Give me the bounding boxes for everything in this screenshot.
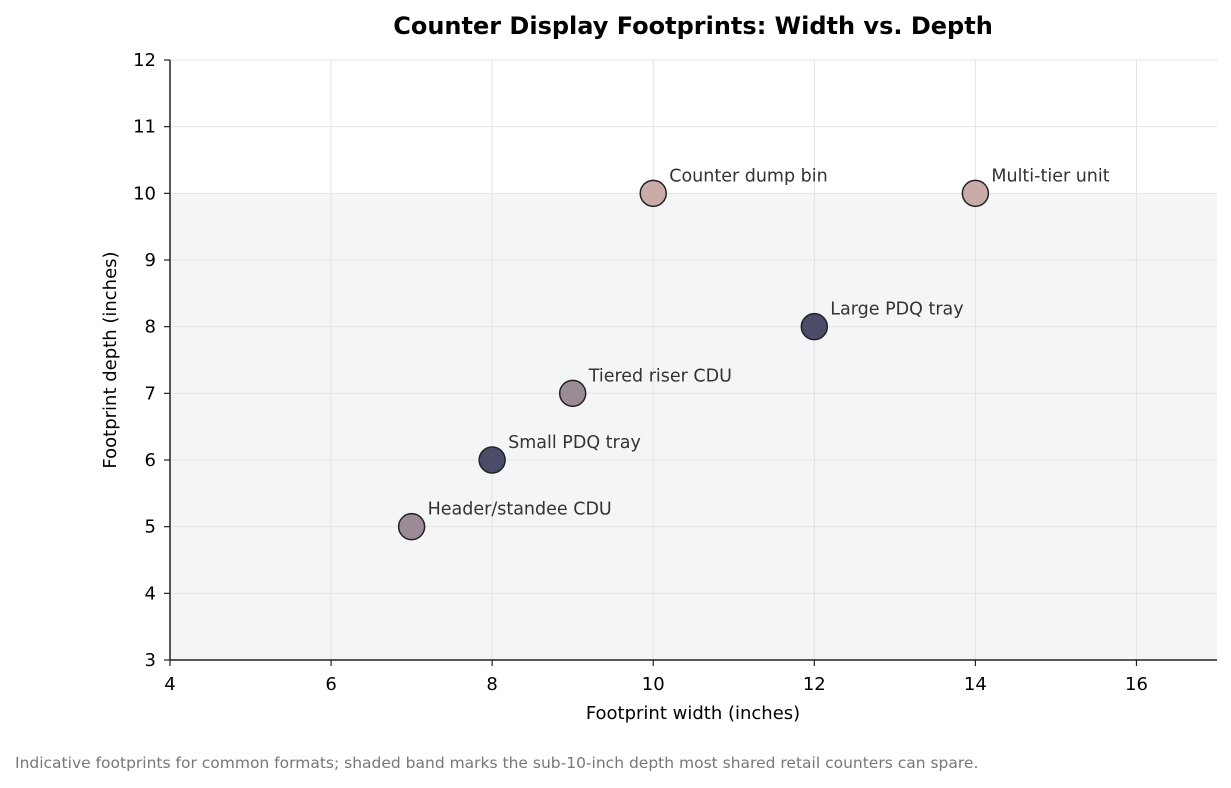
- y-tick-label: 6: [145, 450, 156, 471]
- data-point: [961, 179, 990, 208]
- x-tick-label: 6: [325, 674, 336, 695]
- grid: [169, 59, 1217, 661]
- data-point: [397, 512, 426, 541]
- data-point-label: Small PDQ tray: [508, 433, 641, 453]
- shaded-depth-band: [170, 193, 1217, 661]
- data-point-label: Large PDQ tray: [830, 300, 963, 320]
- y-tick-label: 5: [145, 517, 156, 538]
- data-points: Header/standee CDU Small PDQ tray Tiered r…: [397, 166, 1110, 541]
- x-tick-label: 10: [642, 674, 665, 695]
- data-point: [800, 312, 829, 341]
- x-tick-label: 16: [1125, 674, 1148, 695]
- y-tick-label: 9: [145, 250, 156, 271]
- chart-caption: Indicative footprints for common formats…: [15, 754, 979, 772]
- data-point: [478, 446, 506, 474]
- x-axis-label: Footprint width (inches): [586, 703, 800, 724]
- y-tick-label: 11: [133, 117, 156, 138]
- data-point-label: Multi-tier unit: [991, 166, 1109, 186]
- data-point-label: Counter dump bin: [669, 166, 827, 186]
- y-axis-label: Footprint depth (inches): [100, 251, 121, 468]
- x-tick-label: 4: [164, 674, 175, 695]
- y-tick-label: 7: [145, 383, 156, 404]
- y-tick-label: 3: [145, 650, 156, 671]
- data-point: [558, 379, 587, 408]
- x-tick-label: 12: [803, 674, 826, 695]
- x-tick-label: 8: [486, 674, 497, 695]
- data-point-label: Header/standee CDU: [428, 500, 612, 520]
- data-point-label: Tiered riser CDU: [588, 366, 732, 386]
- y-tick-label: 8: [145, 317, 156, 338]
- data-point: [639, 179, 667, 208]
- x-tick-label: 14: [964, 674, 987, 695]
- y-tick-label: 4: [145, 583, 156, 604]
- y-tick-label: 10: [133, 183, 156, 204]
- axes: [169, 60, 1217, 661]
- chart-title: Counter Display Footprints: Width vs. De…: [393, 12, 993, 40]
- y-tick-label: 12: [133, 50, 156, 71]
